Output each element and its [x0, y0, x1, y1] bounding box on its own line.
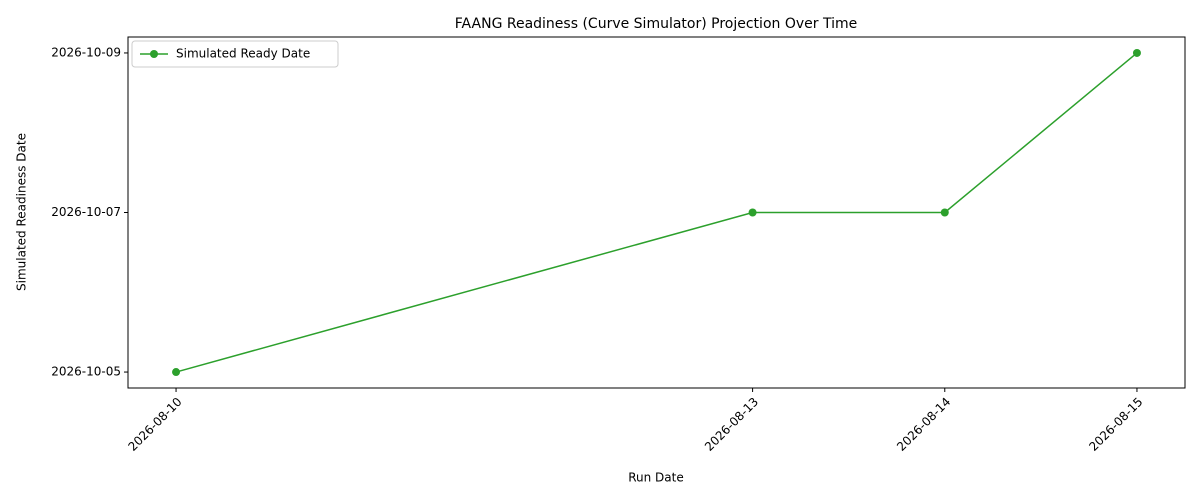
plot-frame	[127, 36, 1186, 389]
data-line	[175, 52, 1138, 373]
data-point	[940, 208, 949, 217]
x-axis-label: Run Date	[628, 471, 684, 485]
data-point	[172, 368, 181, 377]
data-point	[1132, 48, 1141, 57]
data-point	[748, 208, 757, 217]
y-tick-label: 2026-10-07	[51, 205, 121, 219]
legend-marker	[150, 50, 158, 58]
chart-title: FAANG Readiness (Curve Simulator) Projec…	[455, 16, 857, 32]
legend: Simulated Ready Date	[131, 40, 339, 68]
x-tick-label: 2026-08-14	[894, 395, 953, 454]
x-tick-label: 2026-08-10	[125, 395, 184, 454]
x-tick-label: 2026-08-15	[1086, 395, 1145, 454]
legend-label: Simulated Ready Date	[176, 47, 310, 61]
y-tick-label: 2026-10-05	[51, 365, 121, 379]
y-axis-label: Simulated Readiness Date	[15, 133, 29, 291]
x-tick-label: 2026-08-13	[702, 395, 761, 454]
legend-box	[131, 40, 339, 68]
y-tick-label: 2026-10-09	[51, 45, 121, 59]
